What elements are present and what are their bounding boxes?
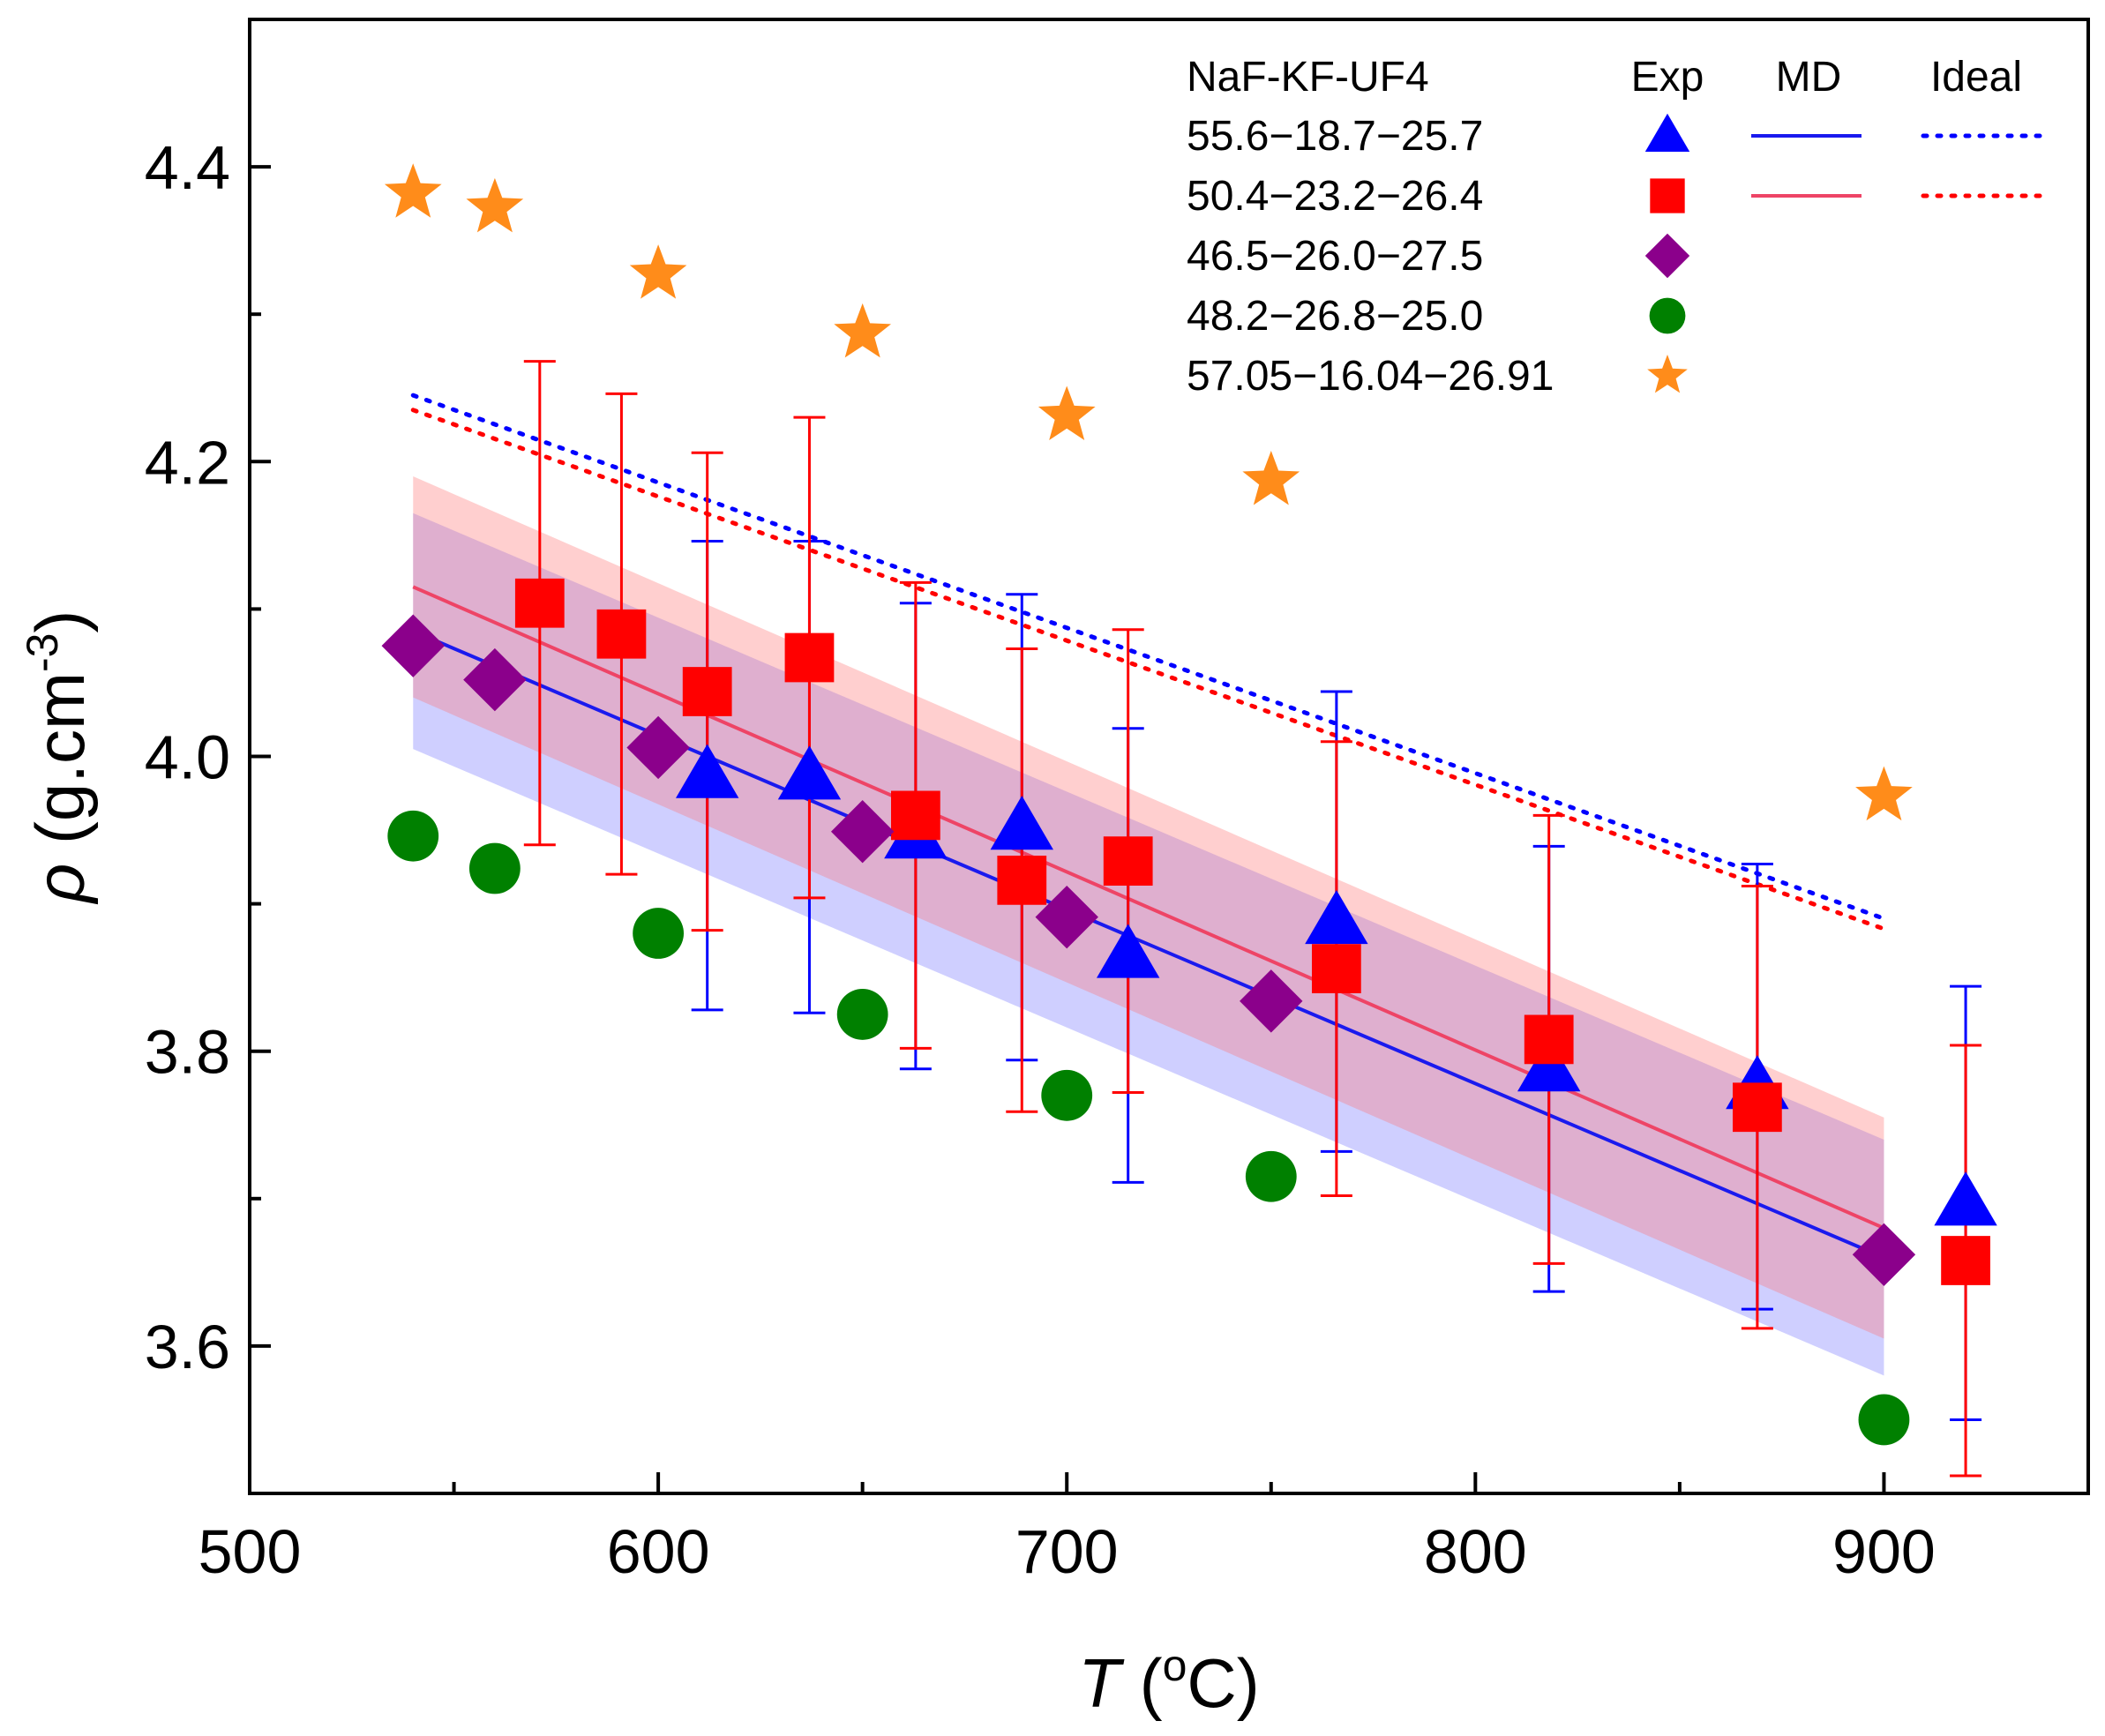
legend-row: 48.2−26.8−25.0: [1187, 293, 1686, 340]
x-tick-label: 800: [1424, 1517, 1527, 1586]
md-line-1: [412, 585, 1885, 1231]
data-point-diamond: [830, 800, 895, 864]
legend-header-md: MD: [1776, 54, 1842, 101]
data-point-diamond: [1852, 1223, 1916, 1286]
y-tick-label: 4.2: [145, 428, 230, 497]
legend-label: 55.6−18.7−25.7: [1187, 113, 1483, 160]
y-axis-unit-close: ): [21, 610, 99, 633]
md-line-0: [412, 629, 1885, 1260]
x-axis-symbol: T: [1078, 1644, 1125, 1722]
data-point-triangle: [675, 744, 739, 798]
data-point-circle: [468, 842, 521, 894]
data-point-diamond: [1035, 885, 1098, 949]
x-tick-label: 900: [1832, 1517, 1936, 1586]
data-point-circle: [1041, 1069, 1093, 1121]
legend-marker-circle: [1649, 297, 1686, 334]
y-tick-label: 3.6: [145, 1313, 230, 1381]
data-point-circle: [1858, 1394, 1910, 1446]
legend-header-composition: NaF-KF-UF4: [1187, 54, 1429, 101]
x-tick-label: 500: [199, 1517, 302, 1586]
data-point-star: [1242, 451, 1300, 505]
data-point-diamond: [1240, 969, 1303, 1033]
x-axis-unit-close: C): [1187, 1644, 1259, 1722]
data-point-star: [629, 244, 687, 299]
axis-ticks: [248, 18, 2090, 1495]
y-tick-label: 4.0: [145, 723, 230, 792]
y-tick-label: 3.8: [145, 1018, 230, 1087]
legend-marker-square: [1650, 178, 1685, 213]
data-point-triangle: [990, 796, 1053, 850]
data-point-triangle: [1934, 1171, 1997, 1226]
data-point-square: [890, 790, 940, 841]
data-point-diamond: [626, 715, 690, 780]
data-point-square: [1524, 1014, 1574, 1065]
x-tick-label: 600: [607, 1517, 710, 1586]
data-point-triangle: [1517, 1037, 1581, 1092]
data-point-diamond: [463, 647, 527, 712]
legend-row: 55.6−18.7−25.7: [1187, 113, 2045, 160]
data-point-star: [1855, 766, 1913, 821]
x-axis-unit-sup: o: [1163, 1641, 1187, 1690]
data-point-triangle: [777, 745, 842, 800]
legend-label: 48.2−26.8−25.0: [1187, 293, 1483, 340]
x-tick-label: 700: [1015, 1517, 1119, 1586]
y-axis-title: ρ (g.cm-3): [18, 610, 99, 905]
data-point-star: [466, 177, 524, 233]
legend-row: 46.5−26.0−27.5: [1187, 233, 1690, 280]
data-point-star: [834, 303, 891, 358]
data-point-circle: [633, 908, 685, 959]
data-point-circle: [387, 810, 439, 862]
legend-marker-star: [1647, 355, 1688, 393]
y-axis-unit-open: (g.cm: [21, 672, 99, 864]
legend-header-ideal: Ideal: [1930, 54, 2022, 101]
ideal-lines: [410, 393, 1886, 932]
data-point-circle: [1245, 1150, 1297, 1202]
legend-marker-diamond: [1644, 233, 1690, 279]
legend-row: 50.4−23.2−26.4: [1187, 173, 2045, 220]
legend-header-exp: Exp: [1631, 54, 1704, 101]
data-point-square: [784, 632, 835, 683]
data-point-triangle: [1305, 889, 1368, 945]
legend-marker-triangle: [1644, 113, 1690, 152]
legend: NaF-KF-UF4 Exp MD Ideal 55.6−18.7−25.7 50…: [1187, 54, 2045, 400]
axis-tick-labels: 500 600 700 800 900 3.6 3.8 4.0 4.2 4.4: [145, 133, 1936, 1586]
data-point-circle: [836, 989, 888, 1040]
data-point-diamond: [381, 614, 445, 677]
ideal-line-0: [410, 393, 1886, 921]
legend-label: 50.4−23.2−26.4: [1187, 173, 1483, 220]
legend-label: 57.05−16.04−26.91: [1187, 353, 1554, 400]
data-point-square: [1311, 944, 1361, 994]
x-axis-unit-open: (: [1120, 1644, 1163, 1722]
data-markers: [381, 163, 1997, 1446]
data-point-square: [682, 667, 732, 716]
legend-rows: 55.6−18.7−25.7 50.4−23.2−26.4 46.5−26.0−27…: [1187, 113, 2045, 400]
data-point-square: [997, 855, 1047, 905]
data-point-square: [1941, 1236, 1990, 1285]
data-point-square: [596, 609, 647, 659]
data-point-triangle: [1096, 924, 1160, 978]
data-point-star: [1038, 385, 1096, 440]
data-point-star: [384, 163, 442, 218]
data-point-square: [1103, 836, 1153, 887]
ideal-line-1: [410, 408, 1886, 932]
y-axis-symbol: ρ: [21, 864, 99, 905]
y-axis-unit-sup: -3: [18, 633, 67, 672]
x-axis-title: T (oC): [1078, 1641, 1259, 1722]
legend-row: 57.05−16.04−26.91: [1187, 353, 1688, 400]
data-point-square: [514, 578, 565, 628]
y-tick-label: 4.4: [145, 133, 230, 202]
data-point-square: [1733, 1082, 1782, 1133]
legend-label: 46.5−26.0−27.5: [1187, 233, 1483, 280]
